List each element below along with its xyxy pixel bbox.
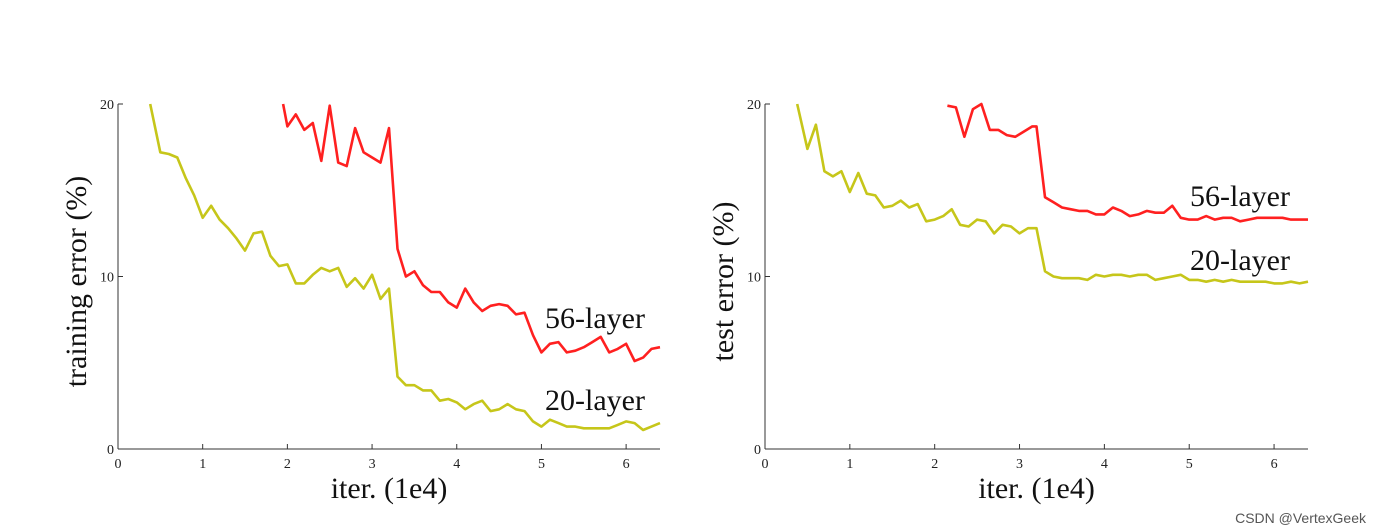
series-label-56-layer: 56-layer xyxy=(545,302,645,335)
y-tick-label: 0 xyxy=(107,443,114,458)
y-tick-label: 20 xyxy=(100,98,114,113)
x-tick-label: 6 xyxy=(623,457,630,472)
y-axis-label: test error (%) xyxy=(707,202,740,362)
x-axis-label: iter. (1e4) xyxy=(978,472,1095,505)
series-line-20-layer xyxy=(148,103,661,432)
y-tick-label: 10 xyxy=(747,271,761,286)
series-label-56-layer: 56-layer xyxy=(1190,180,1290,213)
x-tick-label: 5 xyxy=(538,457,545,472)
series-line-20-layer xyxy=(795,103,1309,285)
x-tick-label: 4 xyxy=(453,457,460,472)
x-tick-label: 6 xyxy=(1271,457,1278,472)
x-tick-label: 1 xyxy=(846,457,853,472)
y-tick-label: 0 xyxy=(754,443,761,458)
y-tick-label: 20 xyxy=(747,98,761,113)
series-line-56-layer xyxy=(281,103,661,363)
x-tick-label: 2 xyxy=(284,457,291,472)
x-tick-label: 5 xyxy=(1186,457,1193,472)
watermark-text: CSDN @VertexGeek xyxy=(1235,510,1366,526)
x-tick-label: 4 xyxy=(1101,457,1108,472)
x-tick-label: 0 xyxy=(115,457,122,472)
x-tick-label: 2 xyxy=(931,457,938,472)
x-tick-label: 1 xyxy=(199,457,206,472)
series-label-20-layer: 20-layer xyxy=(1190,244,1290,277)
series-label-20-layer: 20-layer xyxy=(545,384,645,417)
x-tick-label: 3 xyxy=(369,457,376,472)
x-tick-label: 0 xyxy=(762,457,769,472)
x-axis-label: iter. (1e4) xyxy=(331,472,448,505)
y-axis-label: training error (%) xyxy=(60,176,93,388)
x-tick-label: 3 xyxy=(1016,457,1023,472)
series-line-56-layer xyxy=(947,102,1308,223)
y-tick-label: 10 xyxy=(100,271,114,286)
